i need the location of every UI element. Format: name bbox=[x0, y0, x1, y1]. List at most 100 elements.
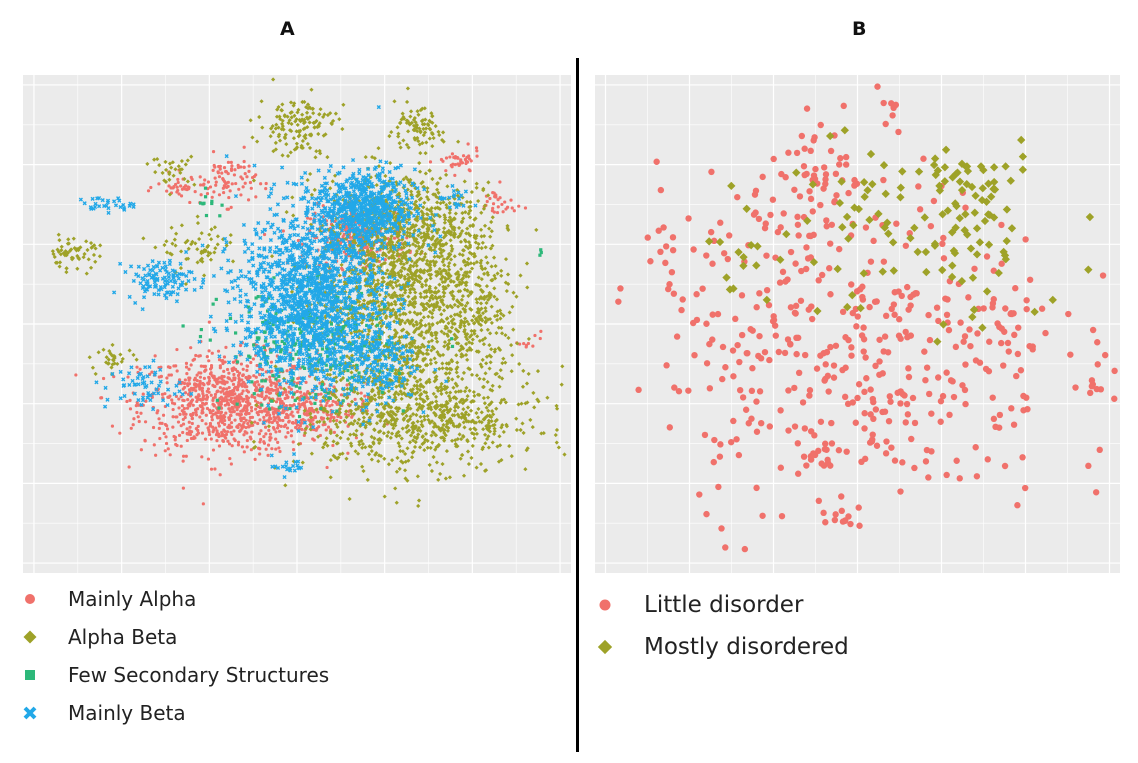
data-point bbox=[118, 431, 122, 435]
data-point bbox=[296, 238, 300, 243]
data-point bbox=[165, 381, 169, 385]
data-point bbox=[498, 311, 504, 316]
data-point bbox=[172, 434, 176, 439]
data-point bbox=[357, 299, 362, 304]
data-point bbox=[228, 316, 233, 321]
data-point bbox=[278, 400, 283, 405]
data-point bbox=[433, 394, 439, 399]
data-point bbox=[206, 387, 211, 391]
data-point bbox=[491, 412, 496, 417]
data-point bbox=[313, 155, 318, 160]
data-point bbox=[286, 430, 290, 435]
data-point bbox=[291, 136, 297, 141]
panel-divider bbox=[576, 58, 579, 752]
data-point bbox=[179, 444, 183, 448]
data-point bbox=[503, 200, 507, 204]
data-point bbox=[489, 419, 494, 424]
data-point bbox=[325, 409, 330, 415]
data-point bbox=[271, 388, 275, 392]
data-point bbox=[218, 214, 222, 218]
data-point bbox=[382, 494, 387, 499]
data-point bbox=[387, 413, 392, 418]
data-point bbox=[372, 436, 377, 441]
data-point bbox=[409, 353, 414, 358]
data-point bbox=[465, 449, 471, 454]
data-point bbox=[474, 181, 479, 186]
data-point bbox=[415, 407, 420, 412]
data-point bbox=[421, 357, 426, 362]
data-point bbox=[442, 415, 447, 420]
data-point bbox=[504, 207, 508, 211]
data-point bbox=[444, 169, 448, 173]
data-point bbox=[399, 436, 404, 441]
data-point bbox=[234, 331, 238, 335]
data-point bbox=[418, 382, 423, 387]
data-point bbox=[230, 182, 234, 186]
data-point bbox=[496, 459, 502, 464]
data-point bbox=[264, 432, 268, 436]
data-point bbox=[556, 445, 561, 450]
data-point bbox=[217, 406, 221, 410]
data-point bbox=[386, 462, 391, 467]
data-point bbox=[444, 405, 449, 410]
data-point bbox=[242, 381, 246, 385]
data-point bbox=[217, 175, 222, 179]
data-point bbox=[427, 462, 432, 467]
data-point bbox=[227, 416, 231, 420]
data-point bbox=[408, 406, 413, 411]
data-point bbox=[475, 392, 481, 397]
data-point bbox=[437, 132, 442, 138]
data-point bbox=[375, 358, 380, 364]
data-point bbox=[361, 399, 365, 403]
data-point bbox=[338, 378, 343, 383]
data-point bbox=[199, 231, 204, 236]
data-point bbox=[445, 428, 450, 433]
data-point bbox=[351, 411, 357, 416]
data-point bbox=[448, 390, 453, 395]
data-point bbox=[361, 298, 367, 303]
data-point bbox=[360, 464, 365, 469]
data-point bbox=[400, 449, 406, 454]
data-point bbox=[485, 395, 491, 400]
data-point bbox=[225, 380, 229, 384]
data-point bbox=[218, 473, 222, 477]
data-point bbox=[425, 347, 430, 353]
data-point bbox=[441, 352, 446, 357]
data-point bbox=[225, 399, 229, 403]
data-point bbox=[328, 430, 333, 436]
data-point bbox=[209, 363, 214, 368]
data-point bbox=[252, 392, 256, 396]
data-point bbox=[57, 264, 62, 269]
data-point bbox=[239, 193, 243, 197]
data-point bbox=[391, 265, 397, 270]
data-point bbox=[253, 420, 257, 424]
data-point bbox=[476, 306, 481, 311]
data-point bbox=[212, 163, 216, 168]
data-point bbox=[523, 206, 528, 210]
data-point bbox=[303, 426, 309, 431]
data-point bbox=[463, 303, 468, 309]
data-point bbox=[378, 429, 383, 434]
data-point bbox=[344, 409, 349, 414]
data-point bbox=[178, 412, 182, 416]
data-point bbox=[510, 304, 515, 309]
data-point bbox=[490, 383, 495, 388]
data-point bbox=[219, 395, 223, 399]
data-point bbox=[222, 190, 226, 195]
data-point bbox=[487, 414, 492, 419]
data-point bbox=[205, 393, 209, 398]
data-point bbox=[479, 328, 484, 333]
data-point bbox=[335, 441, 340, 446]
data-point bbox=[473, 420, 479, 425]
data-point bbox=[404, 344, 409, 349]
data-point bbox=[337, 410, 343, 415]
data-point bbox=[308, 427, 313, 432]
data-point bbox=[459, 411, 465, 416]
data-point bbox=[372, 428, 377, 433]
data-point bbox=[264, 181, 268, 186]
data-point bbox=[417, 402, 422, 407]
data-point bbox=[498, 443, 503, 448]
data-point bbox=[434, 385, 439, 390]
data-point bbox=[411, 357, 416, 362]
data-point bbox=[50, 249, 55, 254]
